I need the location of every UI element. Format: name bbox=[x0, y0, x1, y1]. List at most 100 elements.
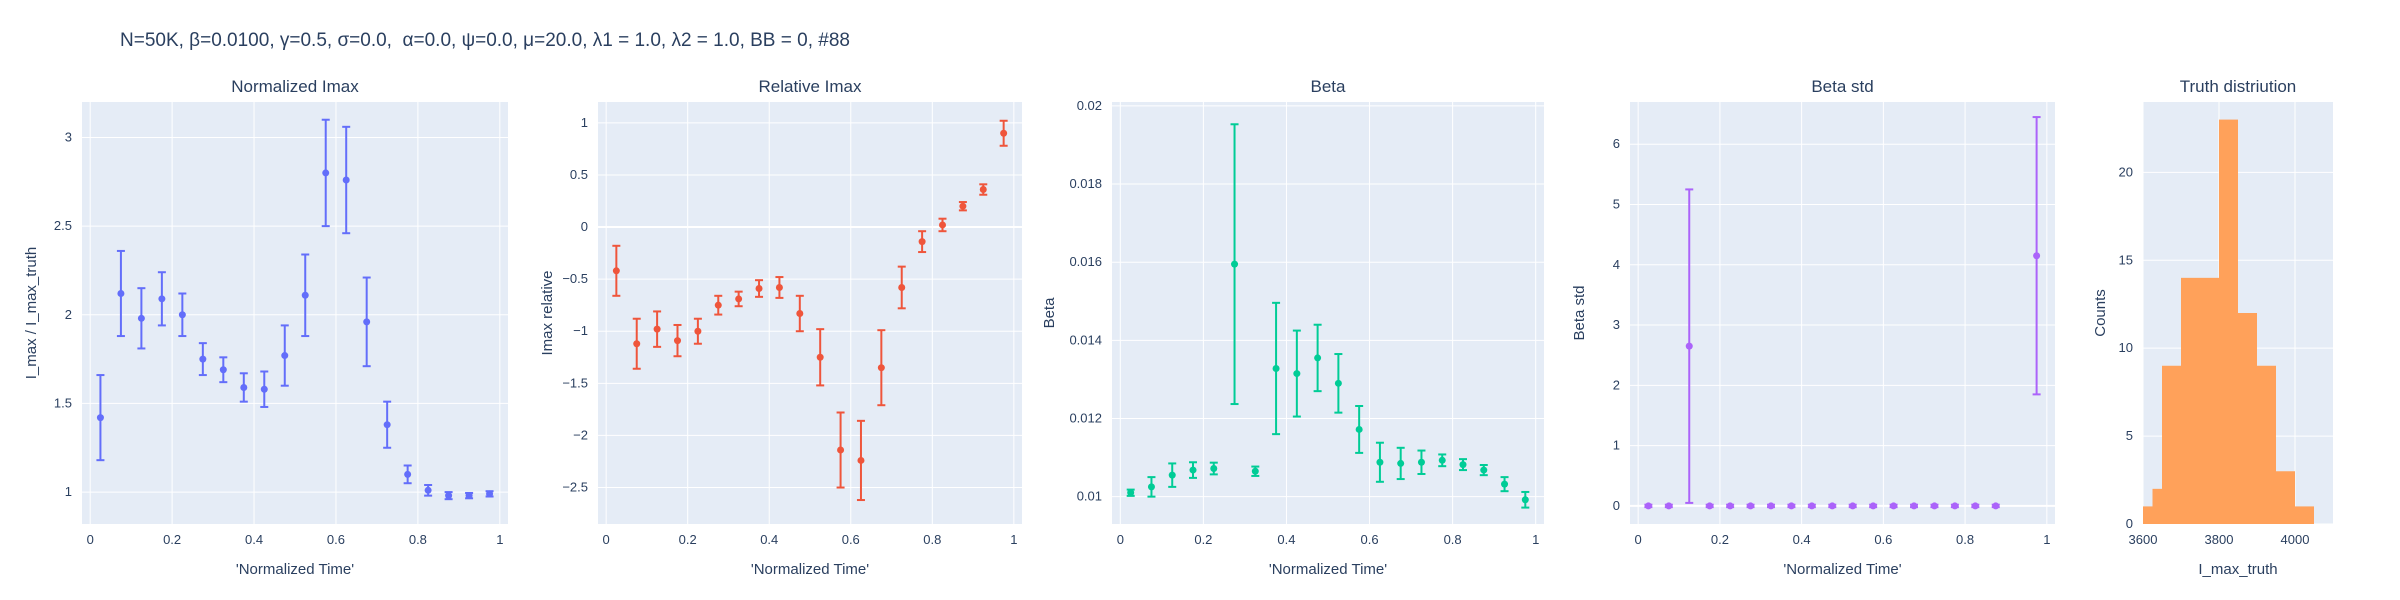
y-tick-label: 1 bbox=[65, 484, 72, 499]
error-bar-point bbox=[321, 118, 330, 228]
histogram-bar bbox=[2162, 365, 2181, 524]
data-point bbox=[1930, 502, 1938, 510]
error-bar-point bbox=[1147, 476, 1156, 498]
y-tick-label: 0.014 bbox=[1069, 332, 1102, 347]
data-point bbox=[1787, 502, 1795, 510]
error-bar-point bbox=[1355, 404, 1364, 454]
error-bar-point bbox=[1417, 449, 1426, 475]
data-point bbox=[137, 314, 145, 322]
error-bar-point bbox=[836, 411, 845, 489]
error-bar-point bbox=[1848, 502, 1857, 510]
panel-title: Normalized Imax bbox=[231, 77, 359, 96]
data-point bbox=[1910, 502, 1918, 510]
data-point bbox=[939, 221, 946, 229]
error-bar-point bbox=[1910, 502, 1919, 510]
y-tick-label: 3 bbox=[65, 129, 72, 144]
error-bar-point bbox=[1828, 502, 1837, 510]
error-bar-point bbox=[485, 490, 494, 498]
y-tick-label: 0 bbox=[581, 219, 588, 234]
data-point bbox=[1992, 502, 2000, 510]
data-point bbox=[1231, 260, 1239, 268]
y-tick-label: 2 bbox=[65, 307, 72, 322]
x-tick-label: 0 bbox=[603, 532, 610, 547]
error-bar-point bbox=[1685, 188, 1694, 504]
data-point bbox=[322, 169, 330, 177]
error-bar-point bbox=[239, 372, 248, 403]
data-point bbox=[1272, 364, 1280, 372]
y-tick-label: 0.016 bbox=[1069, 254, 1102, 269]
y-tick-label: 15 bbox=[2119, 252, 2133, 267]
error-bar-point bbox=[1126, 488, 1135, 497]
error-bar-point bbox=[856, 419, 865, 502]
data-point bbox=[1210, 465, 1218, 473]
data-point bbox=[1726, 502, 1734, 510]
error-bar-point bbox=[816, 328, 825, 387]
y-tick-label: 6 bbox=[1613, 136, 1620, 151]
data-point bbox=[1127, 489, 1135, 497]
x-tick-label: 0.6 bbox=[842, 532, 860, 547]
x-tick-label: 0 bbox=[1117, 532, 1124, 547]
y-tick-label: 10 bbox=[2119, 340, 2133, 355]
data-point bbox=[1397, 459, 1405, 467]
error-bar-point bbox=[342, 125, 351, 235]
panel-beta-std: 0 0.2 0.4 0.6 0.8 1 0 1 2 3 4 5 6 Beta std 'Normalized… bbox=[1571, 77, 2055, 578]
data-point bbox=[445, 492, 453, 500]
x-tick-label: 1 bbox=[2043, 532, 2050, 547]
error-bar-point bbox=[465, 491, 474, 500]
x-tick-label: 0.8 bbox=[1444, 532, 1462, 547]
data-point bbox=[816, 353, 824, 361]
error-bar-point bbox=[632, 317, 641, 370]
error-bar-point bbox=[444, 491, 453, 501]
y-tick-label: 1.5 bbox=[54, 395, 72, 410]
error-bar-point bbox=[178, 292, 187, 338]
histogram-bar bbox=[2276, 471, 2295, 524]
data-point bbox=[342, 176, 350, 184]
panel-relative-imax: 0 0.2 0.4 0.6 0.8 1 −2.5 −2 −1.5 −1 −0.5 0 0.5 1 Relat… bbox=[539, 77, 1022, 578]
data-point bbox=[1767, 502, 1775, 510]
error-bar-point bbox=[1168, 462, 1177, 488]
error-bar-point bbox=[958, 201, 967, 212]
data-point bbox=[633, 340, 641, 348]
data-point bbox=[714, 301, 722, 309]
x-tick-label: 0.6 bbox=[327, 532, 345, 547]
error-bar-point bbox=[301, 253, 310, 338]
x-tick-label: 0 bbox=[1635, 532, 1642, 547]
error-bar-point bbox=[897, 265, 906, 310]
x-tick-label: 1 bbox=[1010, 532, 1017, 547]
data-point bbox=[694, 327, 702, 335]
data-point bbox=[1849, 502, 1857, 510]
error-bar-point bbox=[1459, 458, 1467, 472]
error-bar-point bbox=[1375, 441, 1384, 483]
error-bar-point bbox=[1746, 502, 1755, 510]
data-point bbox=[1828, 502, 1836, 510]
x-tick-label: 0.2 bbox=[679, 532, 697, 547]
x-tick-label: 0.2 bbox=[1194, 532, 1212, 547]
data-point bbox=[755, 285, 763, 293]
error-bar-point bbox=[693, 317, 702, 345]
x-axis-title: I_max_truth bbox=[2198, 561, 2277, 578]
data-point bbox=[1147, 483, 1155, 491]
data-point bbox=[363, 318, 371, 326]
error-bar-point bbox=[714, 294, 723, 316]
error-bar-point bbox=[999, 119, 1008, 147]
x-axis-title: 'Normalized Time' bbox=[1269, 561, 1387, 578]
error-bar-point bbox=[612, 244, 621, 297]
panel-beta: 0 0.2 0.4 0.6 0.8 1 0.01 0.012 0.014 0.016 0.018 0.… bbox=[1041, 77, 1544, 578]
error-bar-point bbox=[1787, 502, 1796, 510]
data-point bbox=[96, 414, 104, 422]
error-bar-point bbox=[2032, 116, 2041, 396]
histogram-bar bbox=[2238, 313, 2257, 524]
y-tick-label: 0.012 bbox=[1069, 411, 1102, 426]
data-point bbox=[240, 383, 248, 391]
x-tick-label: 0.8 bbox=[923, 532, 941, 547]
data-point bbox=[1438, 456, 1446, 464]
data-point bbox=[612, 267, 620, 275]
data-point bbox=[404, 470, 412, 478]
histogram-bar bbox=[2143, 506, 2153, 524]
error-bar-point bbox=[1251, 465, 1260, 477]
error-bar-point bbox=[1726, 502, 1735, 510]
data-point bbox=[199, 355, 207, 363]
y-tick-label: 20 bbox=[2119, 164, 2133, 179]
y-tick-label: 1 bbox=[1613, 438, 1620, 453]
error-bar-point bbox=[1930, 502, 1939, 510]
